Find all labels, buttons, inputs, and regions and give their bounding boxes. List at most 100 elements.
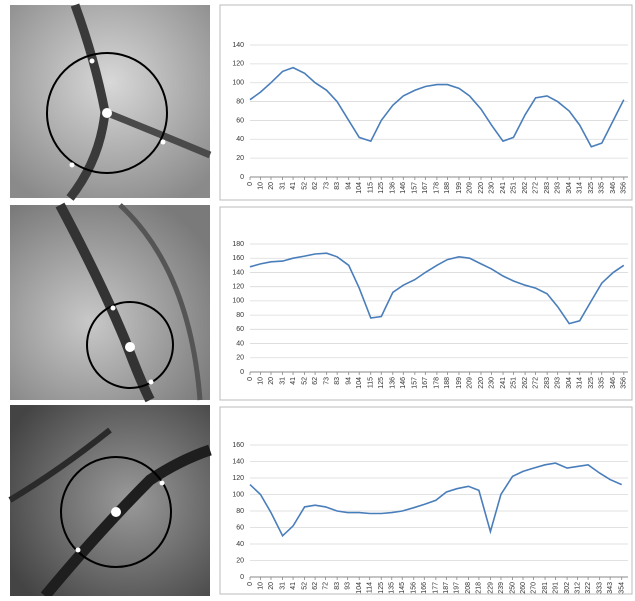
x-tick-label: 283 — [544, 182, 551, 194]
x-tick-label: 20 — [268, 582, 275, 590]
x-tick-label: 135 — [389, 582, 396, 594]
x-tick-label: 356 — [621, 182, 628, 194]
x-tick-label: 260 — [520, 582, 527, 594]
y-tick-label: 80 — [236, 98, 244, 105]
y-tick-label: 20 — [236, 355, 244, 362]
y-tick-label: 80 — [236, 508, 244, 515]
y-tick-label: 160 — [232, 442, 244, 449]
x-tick-label: 272 — [532, 182, 539, 194]
x-tick-label: 356 — [621, 377, 628, 389]
x-tick-label: 304 — [566, 377, 573, 389]
chart-panel — [220, 5, 632, 200]
x-tick-label: 283 — [544, 377, 551, 389]
x-tick-label: 167 — [422, 377, 429, 389]
figure: 0204060801001201400102031415262738394104… — [0, 0, 635, 596]
y-tick-label: 60 — [236, 326, 244, 333]
x-tick-label: 114 — [367, 582, 374, 593]
x-tick-label: 251 — [510, 377, 517, 389]
x-tick-label: 229 — [487, 582, 494, 594]
y-tick-label: 100 — [232, 491, 244, 498]
x-tick-label: 270 — [530, 582, 537, 594]
x-tick-label: 304 — [566, 182, 573, 194]
x-tick-label: 262 — [522, 182, 529, 194]
x-tick-label: 293 — [554, 182, 561, 194]
x-tick-label: 31 — [279, 377, 286, 385]
x-tick-label: 230 — [488, 182, 495, 194]
x-tick-label: 178 — [434, 377, 441, 389]
y-tick-label: 120 — [232, 61, 244, 68]
y-tick-label: 40 — [236, 541, 244, 548]
x-tick-label: 125 — [378, 377, 385, 389]
x-tick-label: 230 — [488, 377, 495, 389]
x-tick-label: 218 — [476, 582, 483, 594]
y-tick-label: 60 — [236, 524, 244, 531]
x-tick-label: 178 — [434, 182, 441, 194]
x-tick-label: 220 — [478, 182, 485, 194]
x-tick-label: 41 — [290, 377, 297, 385]
x-tick-label: 10 — [257, 377, 264, 385]
x-tick-label: 31 — [279, 582, 286, 590]
x-tick-label: 157 — [412, 182, 419, 194]
x-tick-label: 312 — [574, 582, 581, 594]
x-tick-label: 188 — [444, 377, 451, 389]
x-tick-label: 83 — [334, 582, 341, 590]
x-tick-label: 10 — [257, 582, 264, 590]
x-tick-label: 145 — [399, 582, 406, 594]
x-tick-label: 0 — [247, 582, 254, 586]
x-tick-label: 115 — [368, 377, 375, 388]
x-tick-label: 293 — [554, 377, 561, 389]
x-tick-label: 146 — [400, 377, 407, 389]
y-tick-label: 120 — [232, 475, 244, 482]
chart-panel — [220, 407, 632, 594]
x-tick-label: 354 — [619, 582, 626, 594]
x-tick-label: 136 — [390, 182, 397, 194]
x-tick-label: 166 — [421, 582, 428, 594]
x-tick-label: 0 — [247, 182, 254, 186]
chart-panel — [220, 207, 632, 400]
x-tick-label: 197 — [454, 582, 461, 594]
x-tick-label: 157 — [412, 377, 419, 389]
x-tick-label: 0 — [247, 377, 254, 381]
x-tick-label: 241 — [500, 377, 507, 389]
y-tick-label: 100 — [232, 80, 244, 87]
y-tick-label: 40 — [236, 136, 244, 143]
y-tick-label: 160 — [232, 255, 244, 262]
y-tick-label: 180 — [232, 241, 244, 248]
x-tick-label: 343 — [607, 582, 614, 594]
x-tick-label: 241 — [500, 182, 507, 194]
x-tick-label: 41 — [290, 182, 297, 190]
x-tick-label: 346 — [610, 182, 617, 194]
x-tick-label: 333 — [596, 582, 603, 594]
x-tick-label: 125 — [378, 582, 385, 594]
x-tick-label: 62 — [312, 377, 319, 385]
x-tick-label: 272 — [532, 377, 539, 389]
x-tick-label: 83 — [334, 377, 341, 385]
x-tick-label: 115 — [368, 182, 375, 193]
x-tick-label: 314 — [577, 182, 584, 194]
x-tick-label: 31 — [279, 182, 286, 190]
x-tick-label: 167 — [422, 182, 429, 194]
x-tick-label: 104 — [356, 377, 363, 389]
x-tick-label: 239 — [498, 582, 505, 594]
x-tick-label: 146 — [400, 182, 407, 194]
y-tick-label: 80 — [236, 312, 244, 319]
x-tick-label: 262 — [522, 377, 529, 389]
x-tick-label: 156 — [411, 582, 418, 594]
x-tick-label: 199 — [456, 182, 463, 194]
y-tick-label: 140 — [232, 42, 244, 49]
x-tick-label: 325 — [588, 377, 595, 389]
y-tick-label: 60 — [236, 117, 244, 124]
x-tick-label: 250 — [509, 582, 516, 594]
x-tick-label: 52 — [301, 582, 308, 590]
x-tick-label: 220 — [478, 377, 485, 389]
x-tick-label: 94 — [346, 182, 353, 190]
x-tick-label: 104 — [356, 582, 363, 594]
y-tick-label: 0 — [240, 574, 244, 581]
x-tick-label: 62 — [312, 582, 319, 590]
x-tick-label: 251 — [510, 182, 517, 194]
x-tick-label: 136 — [390, 377, 397, 389]
x-tick-label: 104 — [356, 182, 363, 194]
x-tick-label: 346 — [610, 377, 617, 389]
x-tick-label: 314 — [577, 377, 584, 389]
x-tick-label: 52 — [301, 182, 308, 190]
